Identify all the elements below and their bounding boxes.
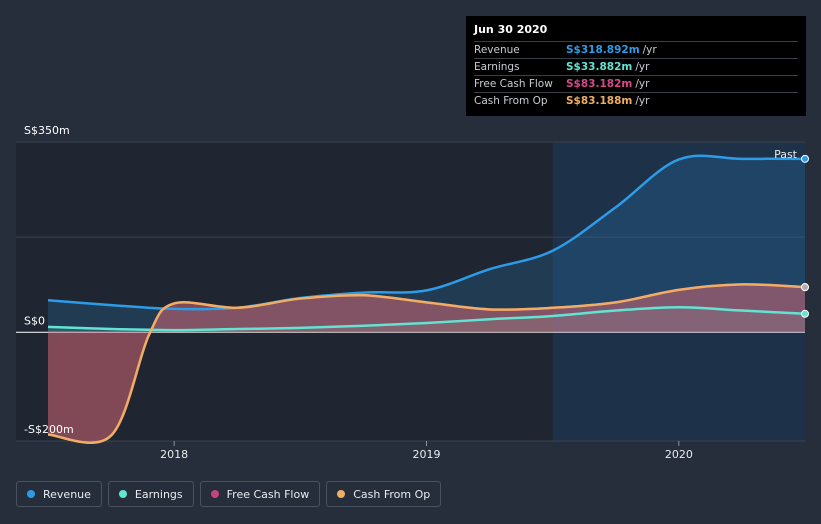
y-axis-label: S$350m <box>24 124 70 137</box>
series-lines <box>47 154 806 444</box>
tooltip-row-revenue: Revenue S$318.892m /yr <box>474 42 798 59</box>
legend-label: Earnings <box>134 487 183 501</box>
y-axis-label: -S$200m <box>24 423 74 436</box>
tooltip-label: Cash From Op <box>474 95 548 107</box>
line-cash-from-op <box>47 283 806 444</box>
series-endpoints <box>801 154 809 318</box>
legend-dot-icon <box>27 490 35 498</box>
legend-label: Cash From Op <box>353 487 431 501</box>
tooltip-value: S$33.882m <box>566 61 633 73</box>
tooltip-row-free-cash-flow: Free Cash Flow S$83.182m /yr <box>474 76 798 93</box>
area-revenue <box>48 155 805 333</box>
endpoint-revenue <box>801 154 809 163</box>
tooltip-row-cash-from-op: Cash From Op S$83.188m /yr <box>474 93 798 109</box>
legend-item-revenue[interactable]: Revenue <box>16 481 102 507</box>
tooltip-unit: /yr <box>642 44 657 56</box>
y-axis-labels: S$350m S$0 -S$200m <box>24 124 74 436</box>
tooltip-value: S$318.892m <box>566 44 640 56</box>
line-revenue <box>47 154 806 311</box>
legend-item-free-cash-flow[interactable]: Free Cash Flow <box>199 481 321 507</box>
x-tick-label: 2019 <box>413 448 441 461</box>
area-free-cash-flow <box>48 284 805 443</box>
tooltip-panel: Jun 30 2020 Revenue S$318.892m /yr Earni… <box>466 16 806 116</box>
tooltip-unit: /yr <box>635 95 650 107</box>
endpoint-earnings <box>801 309 809 318</box>
legend-label: Revenue <box>43 487 91 501</box>
x-axis-ticks: 2018 2019 2020 <box>160 441 693 461</box>
legend-item-earnings[interactable]: Earnings <box>107 481 194 507</box>
line-earnings <box>47 306 806 332</box>
legend-label: Free Cash Flow <box>226 487 310 501</box>
area-earnings <box>48 307 805 333</box>
gridlines <box>16 141 805 442</box>
tooltip-label: Earnings <box>474 61 520 73</box>
tooltip-unit: /yr <box>635 61 650 73</box>
tooltip-date: Jun 30 2020 <box>474 23 798 42</box>
y-axis-label: S$0 <box>24 314 45 327</box>
tooltip-value: S$83.182m <box>566 78 633 90</box>
tooltip-row-earnings: Earnings S$33.882m /yr <box>474 59 798 76</box>
chart-legend: Revenue Earnings Free Cash Flow Cash Fro… <box>16 481 442 507</box>
x-tick-label: 2020 <box>665 448 693 461</box>
past-label: Past <box>774 148 798 161</box>
series-areas <box>48 155 805 443</box>
tooltip-value: S$83.188m <box>566 95 633 107</box>
endpoint-cash-from-op <box>801 283 809 292</box>
legend-item-cash-from-op[interactable]: Cash From Op <box>326 481 442 507</box>
area-cash-from-op <box>48 284 805 443</box>
x-tick-label: 2018 <box>160 448 188 461</box>
legend-dot-icon <box>337 490 346 498</box>
legend-dot-icon <box>210 490 219 498</box>
tooltip-label: Revenue <box>474 44 520 56</box>
legend-dot-icon <box>118 490 127 498</box>
tooltip-unit: /yr <box>635 78 650 90</box>
past-region-highlight <box>552 142 805 441</box>
tooltip-label: Free Cash Flow <box>474 78 553 90</box>
chart-plot: S$350m S$0 -S$200m 2018 2019 2020 Past <box>16 124 809 461</box>
